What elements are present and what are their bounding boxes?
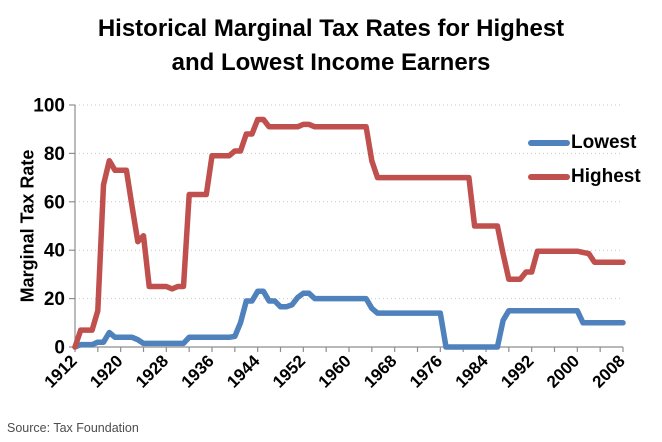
legend-label-highest: Highest [571,166,641,187]
svg-text:20: 20 [44,289,65,310]
svg-text:1912: 1912 [41,351,81,391]
legend-item-lowest: Lowest [528,126,641,160]
chart-title: Historical Marginal Tax Rates for Highes… [0,12,662,80]
svg-text:1944: 1944 [223,351,264,392]
svg-text:1992: 1992 [497,351,537,391]
svg-text:1960: 1960 [315,351,355,391]
source-note: Source: Tax Foundation [7,421,139,435]
svg-text:1928: 1928 [132,351,172,391]
svg-text:1920: 1920 [86,351,126,391]
svg-text:2000: 2000 [543,351,583,391]
svg-text:1976: 1976 [406,351,446,391]
chart-title-line1: Historical Marginal Tax Rates for Highes… [97,15,565,42]
svg-text:0: 0 [54,338,65,359]
svg-text:1984: 1984 [452,351,493,392]
svg-text:100: 100 [33,96,65,117]
legend: Lowest Highest [528,126,641,194]
legend-item-highest: Highest [528,160,641,194]
svg-text:60: 60 [44,192,65,213]
chart-title-line2: and Lowest Income Earners [171,49,491,76]
svg-text:80: 80 [44,144,65,165]
highest-line-swatch [528,174,570,180]
svg-text:1952: 1952 [269,351,309,391]
lowest-line-swatch [528,140,570,146]
svg-text:40: 40 [44,241,65,262]
svg-text:1936: 1936 [178,351,218,391]
legend-label-lowest: Lowest [571,132,637,153]
svg-text:1968: 1968 [360,351,400,391]
svg-text:2008: 2008 [589,351,629,391]
